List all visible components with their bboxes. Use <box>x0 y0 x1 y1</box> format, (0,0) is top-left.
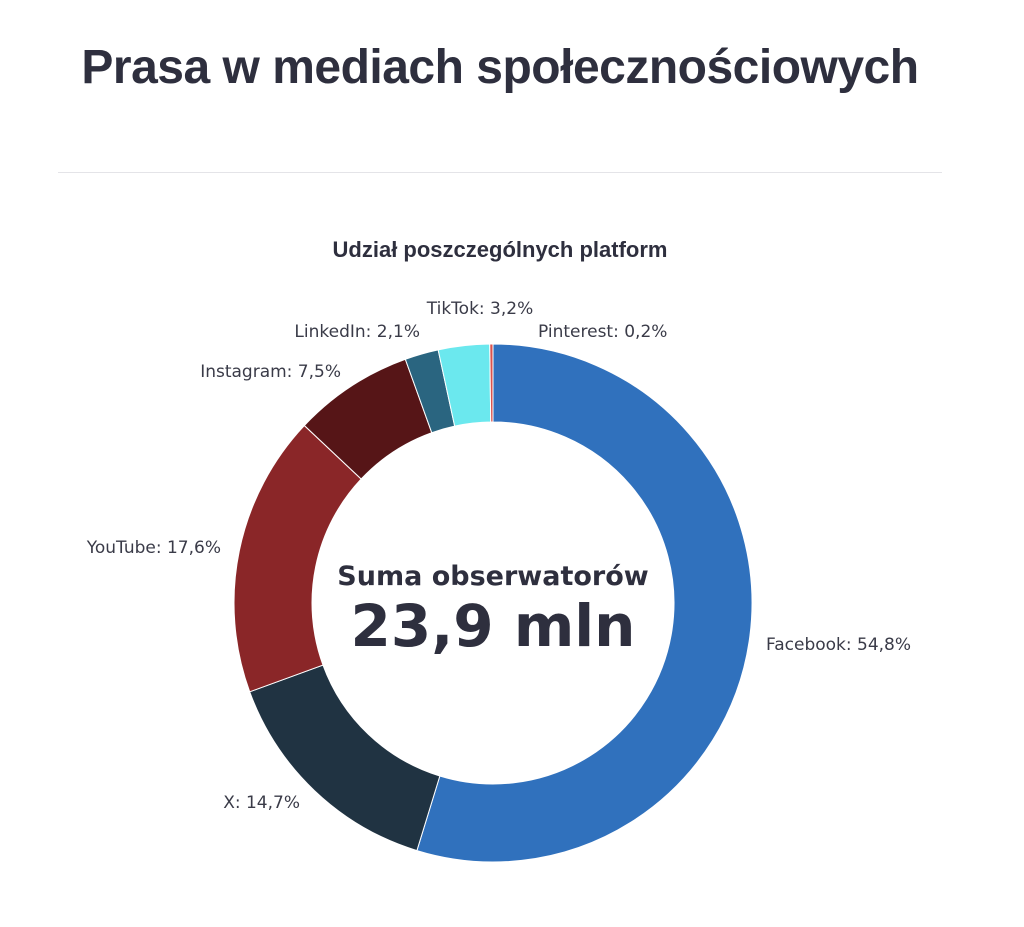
divider <box>58 172 942 173</box>
slice-facebook[interactable] <box>416 343 753 863</box>
slice-youtube[interactable] <box>233 424 362 693</box>
center-total: 23,9 mln <box>351 592 636 660</box>
page-title: Prasa w mediach społecznościowych <box>81 41 919 94</box>
label-youtube: YouTube: 17,6% <box>86 538 221 558</box>
label-linkedin: LinkedIn: 2,1% <box>294 322 420 342</box>
label-x: X: 14,7% <box>223 793 300 813</box>
label-instagram: Instagram: 7,5% <box>200 362 341 382</box>
label-facebook: Facebook: 54,8% <box>766 635 911 655</box>
chart-title: Udział poszczególnych platform <box>332 237 668 262</box>
label-tiktok: TikTok: 3,2% <box>426 299 534 319</box>
slice-x[interactable] <box>249 664 441 852</box>
center-caption: Suma obserwatorów <box>337 561 648 592</box>
label-pinterest: Pinterest: 0,2% <box>538 322 667 342</box>
slice-pinterest[interactable] <box>489 343 494 423</box>
donut-slices <box>233 343 753 863</box>
slice-labels: Facebook: 54,8% X: 14,7% YouTube: 17,6% Ins… <box>86 299 911 813</box>
